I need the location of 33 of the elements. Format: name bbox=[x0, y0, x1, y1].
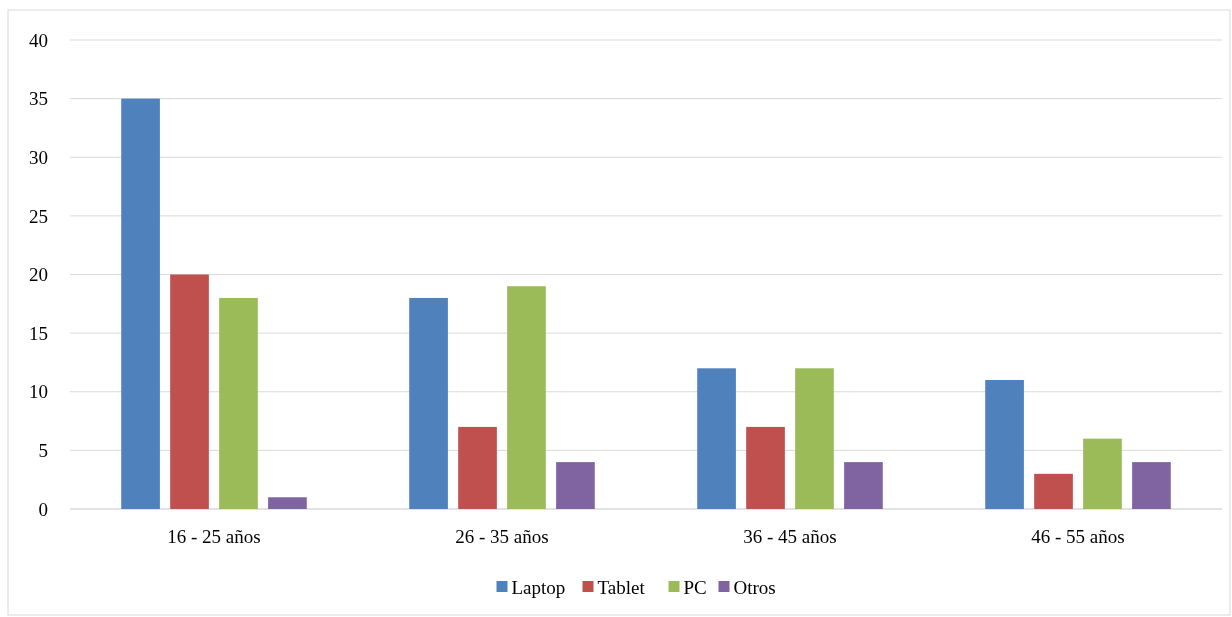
y-tick-label: 40 bbox=[29, 29, 48, 51]
bar bbox=[556, 462, 595, 509]
y-tick-label: 20 bbox=[29, 264, 48, 286]
bar bbox=[170, 274, 209, 509]
legend-label: Tablet bbox=[597, 576, 646, 598]
bar bbox=[697, 368, 736, 509]
x-tick-label: 36 - 45 años bbox=[743, 526, 837, 547]
bar bbox=[746, 426, 785, 509]
x-tick-label: 46 - 55 años bbox=[1031, 526, 1125, 547]
bar bbox=[507, 286, 546, 509]
y-tick-label: 15 bbox=[29, 322, 48, 344]
bar bbox=[121, 98, 160, 509]
y-tick-label: 35 bbox=[29, 88, 48, 110]
bar bbox=[268, 497, 307, 509]
y-tick-label: 0 bbox=[38, 498, 48, 520]
bar bbox=[409, 297, 448, 509]
bar bbox=[1034, 473, 1073, 509]
x-tick-label: 26 - 35 años bbox=[455, 526, 549, 547]
legend-label: Laptop bbox=[511, 576, 566, 598]
x-tick-label: 16 - 25 años bbox=[167, 526, 261, 547]
bar bbox=[1083, 438, 1122, 509]
bar bbox=[219, 297, 258, 509]
bar bbox=[844, 462, 883, 509]
y-tick-label: 30 bbox=[29, 146, 48, 168]
bar bbox=[1132, 462, 1171, 509]
y-tick-label: 10 bbox=[29, 381, 48, 403]
bar bbox=[458, 426, 497, 509]
y-tick-label: 5 bbox=[38, 440, 48, 462]
bar bbox=[795, 368, 834, 509]
y-tick-label: 25 bbox=[29, 205, 48, 227]
legend-label: PC bbox=[683, 576, 707, 598]
legend-label: Otros bbox=[733, 576, 776, 598]
bar bbox=[985, 380, 1024, 509]
